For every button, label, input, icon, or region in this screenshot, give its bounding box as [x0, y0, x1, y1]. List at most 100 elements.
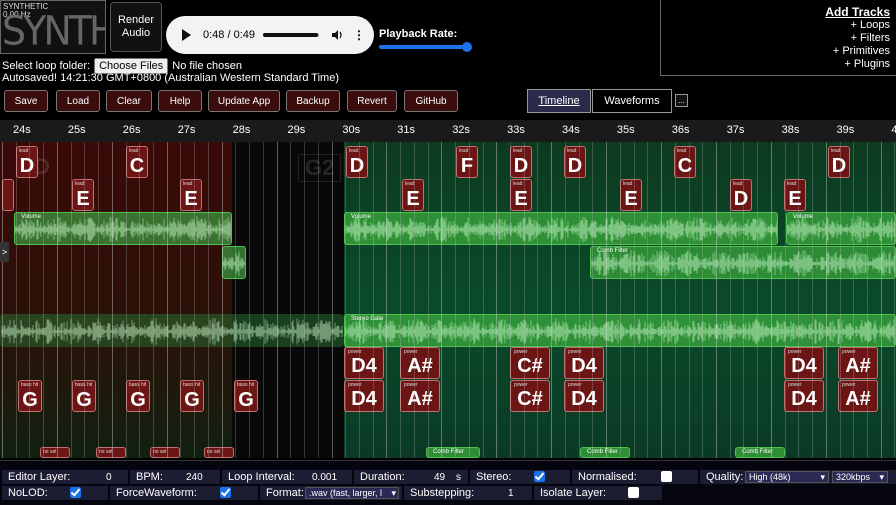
add-primitives-link[interactable]: + Primitives	[832, 45, 890, 57]
chord-block[interactable]: power D4	[344, 347, 384, 379]
note-block[interactable]: lead E	[72, 179, 94, 211]
isolate-layer-checkbox[interactable]	[628, 487, 639, 498]
note-block[interactable]: lead D	[564, 146, 586, 178]
update-app-button[interactable]: Update App	[208, 90, 280, 112]
more-tabs-button[interactable]: ...	[675, 94, 688, 107]
note-block[interactable]: bass hit G	[126, 380, 150, 412]
backup-button[interactable]: Backup	[286, 90, 340, 112]
audio-seek-bar[interactable]	[263, 33, 319, 37]
ruler-tick-label: 29s	[287, 124, 306, 136]
note-block[interactable]: no sel	[150, 447, 180, 458]
note-block[interactable]: lead F	[456, 146, 478, 178]
chevron-down-icon: ▾	[879, 471, 884, 482]
chord-block[interactable]: power C#	[510, 380, 550, 412]
note-block[interactable]: lead D	[16, 146, 38, 178]
note-block[interactable]: lead C	[126, 146, 148, 178]
comb-filter-clip[interactable]: Comb Filter	[735, 447, 785, 458]
loop-folder-label: Select loop folder:	[2, 60, 91, 72]
note-block[interactable]: lead E	[620, 179, 642, 211]
note-block[interactable]	[2, 179, 14, 211]
note-track-label: no sel	[43, 449, 57, 455]
volume-clip[interactable]: Volume	[344, 212, 778, 245]
stereo-checkbox[interactable]	[534, 471, 545, 482]
note-block[interactable]: lead E	[180, 179, 202, 211]
chord-block[interactable]: power A#	[400, 380, 440, 412]
note-block[interactable]: lead D	[510, 146, 532, 178]
timeline[interactable]: D G2 B1 G1 E1 F1 B1 Volume Volume Volume…	[0, 142, 896, 458]
revert-button[interactable]: Revert	[347, 90, 397, 112]
duration-input[interactable]: 49	[434, 471, 446, 483]
playback-rate-slider[interactable]	[379, 45, 469, 49]
stereo-gate-clip[interactable]: Stereo Gate	[344, 314, 896, 347]
more-options-icon[interactable]: ⋮	[353, 28, 365, 42]
bpm-label: BPM:	[136, 471, 163, 483]
clip-label: Comb Filter	[597, 248, 629, 254]
save-button[interactable]: Save	[4, 90, 48, 112]
note-block[interactable]: bass hit G	[234, 380, 258, 412]
render-audio-button[interactable]: Render Audio	[110, 2, 162, 52]
grid-line	[647, 142, 649, 458]
normalised-checkbox[interactable]	[661, 471, 672, 482]
add-loops-link[interactable]: + Loops	[850, 19, 890, 31]
note-block[interactable]: no sel	[40, 447, 70, 458]
grid-line	[194, 142, 196, 458]
note-block[interactable]: lead E	[510, 179, 532, 211]
audio-seek-fill	[263, 33, 318, 37]
chord-block[interactable]: power D4	[344, 380, 384, 412]
add-tracks-title[interactable]: Add Tracks	[825, 5, 890, 19]
expand-sidebar-button[interactable]: >	[0, 242, 9, 262]
note-block[interactable]: no sel	[96, 447, 126, 458]
note-block[interactable]: lead E	[402, 179, 424, 211]
settings-panel: Editor Layer: 0 BPM: 240 Loop Interval: …	[0, 460, 896, 505]
note-block[interactable]: lead D	[346, 146, 368, 178]
comb-filter-clip[interactable]: Comb Filter	[580, 447, 630, 458]
play-icon[interactable]	[182, 29, 191, 41]
note-track-label: lead	[459, 148, 469, 154]
volume-clip[interactable]: Volume	[786, 212, 896, 245]
playback-rate-knob[interactable]	[462, 42, 472, 52]
tab-waveforms[interactable]: Waveforms	[592, 89, 672, 113]
small-clip[interactable]	[222, 246, 246, 279]
chord-block[interactable]: power D4	[564, 380, 604, 412]
volume-clip[interactable]: Volume	[14, 212, 232, 245]
ruler-tick-label: 30s	[342, 124, 361, 136]
tab-timeline[interactable]: Timeline	[527, 89, 591, 113]
volume-icon[interactable]	[331, 29, 343, 41]
comb-filter-clip[interactable]: Comb Filter	[426, 447, 480, 458]
note-block[interactable]: bass hit G	[72, 380, 96, 412]
note-block[interactable]: lead C	[674, 146, 696, 178]
note-block[interactable]: lead D	[730, 179, 752, 211]
add-plugins-link[interactable]: + Plugins	[844, 58, 890, 70]
editor-layer-input[interactable]: 0	[106, 471, 112, 483]
chord-block[interactable]: power D4	[784, 347, 824, 379]
load-button[interactable]: Load	[56, 90, 100, 112]
comb-filter-clip[interactable]: Comb Filter	[590, 246, 896, 279]
note-block[interactable]: bass hit G	[18, 380, 42, 412]
bitrate-select[interactable]: 320kbps ▾	[832, 471, 888, 483]
note-block[interactable]: no sel	[204, 447, 234, 458]
nolod-checkbox[interactable]	[70, 487, 81, 498]
chord-block[interactable]: power D4	[784, 380, 824, 412]
audio-clip[interactable]	[0, 314, 344, 347]
note-block[interactable]: lead E	[784, 179, 806, 211]
bpm-input[interactable]: 240	[186, 471, 203, 483]
audio-player[interactable]: 0:48 / 0:49 ⋮	[166, 16, 374, 54]
chord-block[interactable]: power A#	[838, 380, 878, 412]
substepping-input[interactable]: 1	[508, 487, 514, 499]
format-select[interactable]: .wav (fast, larger, l ▾	[305, 487, 399, 499]
chord-block[interactable]: power A#	[838, 347, 878, 379]
note-block[interactable]: bass hit G	[180, 380, 204, 412]
clear-button[interactable]: Clear	[106, 90, 152, 112]
force-waveform-checkbox[interactable]	[220, 487, 231, 498]
loop-interval-input[interactable]: 0.001	[312, 471, 338, 483]
help-button[interactable]: Help	[158, 90, 202, 112]
chord-block[interactable]: power D4	[564, 347, 604, 379]
chord-block[interactable]: power C#	[510, 347, 550, 379]
choose-files-button[interactable]: Choose Files	[94, 58, 169, 74]
time-ruler[interactable]: 24s 25s 26s 27s 28s 29s 30s 31s 32s 33s 34s 35s 36s 3…	[0, 120, 896, 142]
github-button[interactable]: GitHub	[404, 90, 458, 112]
chord-block[interactable]: power A#	[400, 347, 440, 379]
note-block[interactable]: lead D	[828, 146, 850, 178]
add-filters-link[interactable]: + Filters	[850, 32, 890, 44]
quality-select[interactable]: High (48k) ▾	[745, 471, 829, 483]
